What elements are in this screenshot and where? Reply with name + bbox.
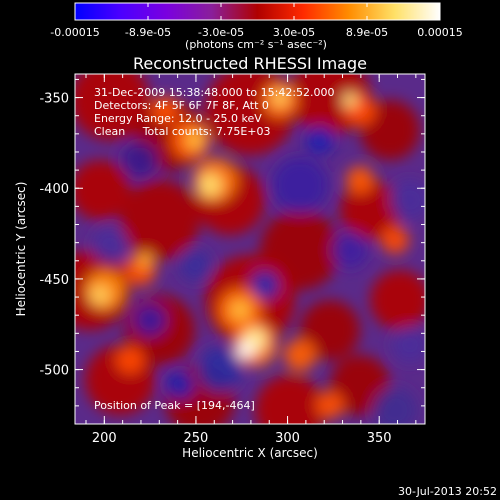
y-tick-label: -400 [39, 182, 69, 197]
energy-range-text: Energy Range: 12.0 - 25.0 keV [94, 112, 262, 125]
colorbar-tick-label: 0.00015 [417, 26, 463, 39]
y-tick-label: -500 [39, 364, 69, 379]
x-axis-label: Heliocentric X (arcsec) [182, 446, 318, 460]
peak-position-text: Position of Peak = [194,-464] [94, 399, 255, 412]
heatmap-image [75, 74, 425, 424]
axis-ticks: 200 250 300 350 -350 -400 -450 -500 [39, 74, 425, 446]
colorbar-tick-label: 3.0e-05 [273, 26, 315, 39]
y-tick-label: -350 [39, 92, 69, 107]
colorbar-ticks: -0.00015 -8.9e-05 -3.0e-05 3.0e-05 8.9e-05 0.… [50, 3, 463, 39]
colorbar-tick-label: 8.9e-05 [346, 26, 388, 39]
time-range-text: 31-Dec-2009 15:38:48.000 to 15:42:52.000 [94, 86, 335, 99]
colorbar-units-label: (photons cm⁻² s⁻¹ asec⁻²) [185, 38, 327, 51]
plot-frame [74, 73, 426, 425]
detectors-text: Detectors: 4F 5F 6F 7F 8F, Att 0 [94, 99, 269, 112]
colorbar-tick-label: -3.0e-05 [198, 26, 244, 39]
y-tick-label: -450 [39, 273, 69, 288]
colorbar [74, 2, 441, 21]
x-tick-label: 200 [92, 431, 117, 446]
y-axis-label: Heliocentric Y (arcsec) [14, 182, 28, 317]
image-title: Reconstructed RHESSI Image [133, 54, 367, 73]
colorbar-tick-label: -8.9e-05 [125, 26, 171, 39]
x-tick-label: 300 [275, 431, 300, 446]
clean-counts-text: Clean Total counts: 7.75E+03 [94, 125, 271, 138]
x-tick-label: 250 [184, 431, 209, 446]
footer-date: 30-Jul-2013 20:52 [398, 485, 497, 498]
colorbar-tick-label: -0.00015 [50, 26, 99, 39]
x-tick-label: 350 [367, 431, 392, 446]
